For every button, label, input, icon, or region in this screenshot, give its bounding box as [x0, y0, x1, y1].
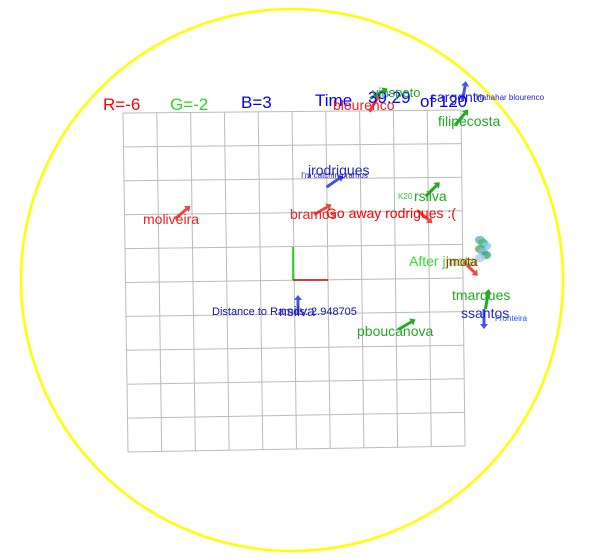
grid-line-horizontal	[126, 344, 464, 351]
robot-cluster	[475, 236, 491, 262]
player-label-jrodrigues: jrodrigues	[308, 162, 370, 178]
player-label-nsilva: nsilva	[279, 303, 315, 319]
player-sub-sargento: Hahahar blourenco	[476, 93, 545, 102]
player-sub-ssantos: Fronteira	[495, 314, 528, 323]
hud-red-score: R=-6	[103, 95, 141, 114]
player-label-bramos: bramos	[290, 206, 337, 222]
hud-time-total: of 120	[420, 92, 468, 111]
grid-line-vertical	[426, 110, 432, 447]
player-sub-rsilva: K20	[398, 192, 413, 201]
player-label-blourenco: blourenco	[333, 97, 395, 113]
hud-time-label: Time	[315, 91, 353, 110]
grid-line-vertical	[460, 109, 466, 447]
grid-line-horizontal	[127, 411, 465, 419]
robot-arrow-marker	[483, 289, 492, 310]
player-label-pboucanova: pboucanova	[357, 323, 434, 339]
robot-arrow-marker	[462, 260, 478, 276]
hud-time-value: 39:29	[368, 88, 411, 107]
robot-markers	[174, 81, 492, 331]
arena-grid	[122, 109, 466, 453]
grid-line-horizontal	[127, 445, 466, 453]
robot-arrow-marker	[454, 109, 469, 126]
player-label-rsilva: rsilva	[414, 188, 447, 204]
grid-line-vertical	[392, 110, 399, 448]
player-label-moliveira: moliveira	[143, 211, 200, 227]
player-sub-jrodrigues: I'm catching ramos	[301, 171, 368, 180]
robot-arrow-marker	[369, 87, 388, 100]
robot-arrow-marker	[460, 81, 469, 102]
grid-line-horizontal	[126, 378, 465, 385]
robot-arrow-marker	[368, 94, 381, 113]
robot-arrow-marker	[397, 318, 416, 331]
chat-message-after: After jmota	[409, 253, 477, 269]
robot-arrow-marker	[416, 209, 433, 224]
grid-line-horizontal	[125, 311, 464, 317]
chat-message-go-away: Go away rodrigues :(	[326, 205, 456, 221]
player-label-filipecosta: filipecosta	[438, 113, 501, 129]
player-label-tmarques: tmarques	[452, 287, 511, 303]
player-label-sargento: sargento	[430, 89, 485, 105]
robot-arrow-marker	[424, 182, 440, 198]
robot-arrow-marker	[313, 203, 332, 216]
robot-arrow-marker	[294, 295, 302, 315]
robot-arrow-marker	[325, 175, 344, 189]
hud-green-score: G=-2	[170, 95, 209, 114]
player-label-ssantos: ssantos	[461, 305, 510, 321]
robot-arrow-marker	[174, 205, 191, 220]
distance-readout: Distance to Ramos: 2.948705	[212, 306, 357, 318]
hud-blue-score: B=3	[241, 93, 272, 112]
grid-line-vertical	[359, 110, 365, 448]
robot-arrow-marker	[480, 309, 488, 329]
player-label-jmota: jmota	[446, 254, 478, 269]
player-label-vinspeto: vinspeto	[372, 85, 421, 100]
arena-boundary-ring	[19, 7, 565, 553]
